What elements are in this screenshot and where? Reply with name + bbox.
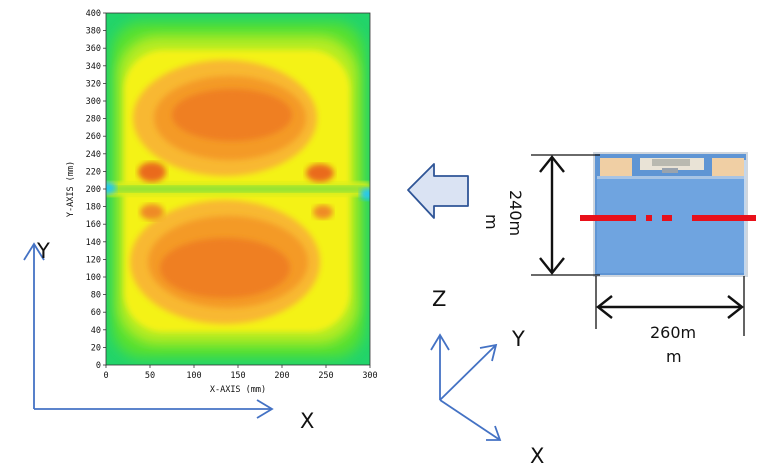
direction-arrow-icon	[407, 163, 469, 219]
y-tick-label: 0	[96, 361, 101, 371]
left-x-axis-label: X	[300, 409, 314, 433]
y-tick-label: 200	[86, 185, 101, 195]
height-dimension: 240m m	[482, 154, 600, 276]
y-tick-label: 140	[86, 238, 101, 248]
x-tick-label: 250	[318, 371, 333, 381]
y-tick-label: 180	[86, 203, 101, 213]
y-tick-label: 340	[86, 62, 101, 72]
y-tick-label: 100	[86, 273, 101, 283]
arrowhead-icon	[23, 242, 45, 261]
heatmap-plot: 0 20 40 60 80 100 120 140 160 180 200 220 240 260 280 3…	[66, 9, 378, 395]
arrowhead-icon	[596, 295, 613, 319]
y-tick-label: 60	[91, 308, 101, 318]
panel-photo	[593, 152, 748, 277]
width-dimension-label-2: m	[666, 347, 682, 366]
y-tick-label: 240	[86, 150, 101, 160]
height-dimension-label: 240m	[506, 190, 525, 236]
y-axis-label-3d: Y	[511, 327, 525, 351]
y-tick-label: 260	[86, 132, 101, 142]
y-axis-line	[439, 344, 497, 401]
height-dimension-label-2: m	[482, 214, 501, 230]
3d-coordinate-axes: Z Y X	[430, 287, 544, 463]
left-coordinate-axes: Y X	[23, 239, 314, 433]
y-tick-label: 280	[86, 115, 101, 125]
x-axis-line	[439, 399, 501, 441]
y-tick-label: 120	[86, 255, 101, 265]
y-tick-label: 20	[91, 343, 101, 353]
y-tick-label: 380	[86, 27, 101, 37]
arrowhead-icon	[539, 155, 565, 173]
x-tick-label: 300	[362, 371, 377, 381]
y-tick-label: 40	[91, 326, 101, 336]
arrowhead-icon	[539, 257, 565, 275]
x-axis-label: X-AXIS (mm)	[210, 385, 266, 395]
width-dimension: 260m m	[595, 276, 745, 366]
y-tick-label: 220	[86, 167, 101, 177]
x-tick-label: 0	[103, 371, 108, 381]
z-axis-label: Z	[432, 287, 446, 311]
x-axis-label-3d: X	[530, 444, 544, 463]
y-axis-ticks: 0 20 40 60 80 100 120 140 160 180 200 220 240 260 280 3…	[86, 9, 106, 371]
x-tick-label: 200	[274, 371, 289, 381]
arrowhead-icon	[727, 295, 744, 319]
x-tick-label: 100	[186, 371, 201, 381]
arrowhead-icon	[430, 333, 450, 351]
y-tick-label: 360	[86, 44, 101, 54]
heatmap-field	[106, 13, 370, 365]
width-dimension-label: 260m	[650, 323, 696, 342]
x-axis-ticks: 0 50 100 150 200 250 300	[103, 365, 378, 381]
y-tick-label: 300	[86, 97, 101, 107]
arrowhead-icon	[479, 343, 498, 362]
y-axis-label: Y-AXIS (mm)	[66, 161, 76, 217]
y-tick-label: 160	[86, 220, 101, 230]
y-tick-label: 80	[91, 291, 101, 301]
x-tick-label: 150	[230, 371, 245, 381]
left-y-axis-label: Y	[36, 239, 50, 263]
arrowhead-icon	[256, 399, 274, 419]
arrowhead-icon	[486, 425, 502, 441]
y-tick-label: 400	[86, 9, 101, 19]
x-tick-label: 50	[145, 371, 155, 381]
y-tick-label: 320	[86, 79, 101, 89]
